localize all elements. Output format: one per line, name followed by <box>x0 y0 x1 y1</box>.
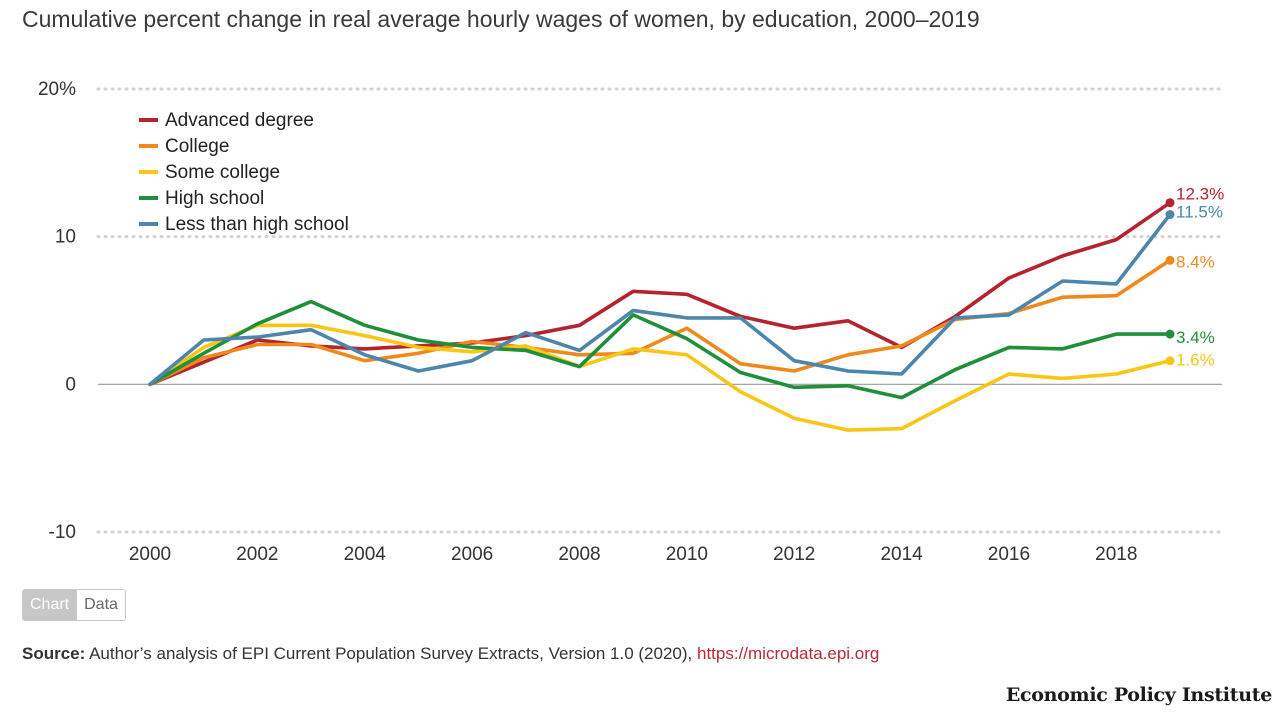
x-tick-label: 2014 <box>880 544 923 565</box>
epi-logo-text: Economic Policy Institute <box>1005 684 1272 706</box>
data-tab[interactable]: Data <box>76 590 125 620</box>
legend-label: College <box>165 136 229 157</box>
y-tick-label: 10 <box>55 227 76 248</box>
chart-tab[interactable]: Chart <box>23 590 77 620</box>
end-value-label: 3.4% <box>1176 328 1215 347</box>
source-text: Author’s analysis of EPI Current Populat… <box>85 644 697 663</box>
x-tick-label: 2004 <box>344 544 387 565</box>
series-lines <box>148 200 1172 432</box>
end-point-marker <box>1165 255 1175 265</box>
legend-label: Less than high school <box>165 214 349 235</box>
series-line <box>148 299 1172 400</box>
x-tick-label: 2000 <box>129 544 171 565</box>
end-point-marker <box>1165 329 1175 339</box>
legend-label: Advanced degree <box>165 110 314 131</box>
end-point-marker <box>1165 198 1175 208</box>
x-tick-label: 2016 <box>988 544 1030 565</box>
y-tick-label: 0 <box>65 374 76 395</box>
end-value-label: 11.5% <box>1176 203 1223 222</box>
chart-data-toggle: Chart Data <box>22 589 126 621</box>
x-tick-label: 2008 <box>558 544 600 565</box>
y-tick-label: 20% <box>38 79 76 100</box>
end-point-marker <box>1165 210 1175 220</box>
series-line <box>148 323 1172 432</box>
series-line <box>148 212 1172 387</box>
chart-title: Cumulative percent change in real averag… <box>22 6 980 32</box>
x-axis-ticks: 2000 2002 2004 2006 2008 2010 2012 2014 2016 2018 <box>129 544 1138 565</box>
end-value-label: 1.6% <box>1176 351 1215 370</box>
x-tick-label: 2010 <box>666 544 708 565</box>
y-axis-ticks: -10 0 10 20% <box>38 79 76 543</box>
source-note: Source: Author’s analysis of EPI Current… <box>22 644 879 664</box>
legend: Advanced degree College Some college High s… <box>139 110 349 235</box>
series-line <box>148 258 1172 387</box>
x-tick-label: 2006 <box>451 544 493 565</box>
end-point-marker <box>1165 356 1175 366</box>
series-end-markers: 12.3% 8.4% 1.6% 3.4% 11.5% <box>1165 185 1224 370</box>
legend-label: High school <box>165 188 264 209</box>
gridlines <box>96 87 1224 534</box>
x-tick-label: 2002 <box>236 544 278 565</box>
source-label: Source: <box>22 644 86 663</box>
x-tick-label: 2012 <box>773 544 815 565</box>
y-tick-label: -10 <box>49 522 76 543</box>
end-value-label: 12.3% <box>1176 185 1224 204</box>
x-tick-label: 2018 <box>1095 544 1137 565</box>
source-link[interactable]: https://microdata.epi.org <box>696 644 880 663</box>
legend-label: Some college <box>165 162 280 183</box>
end-value-label: 8.4% <box>1176 252 1215 271</box>
